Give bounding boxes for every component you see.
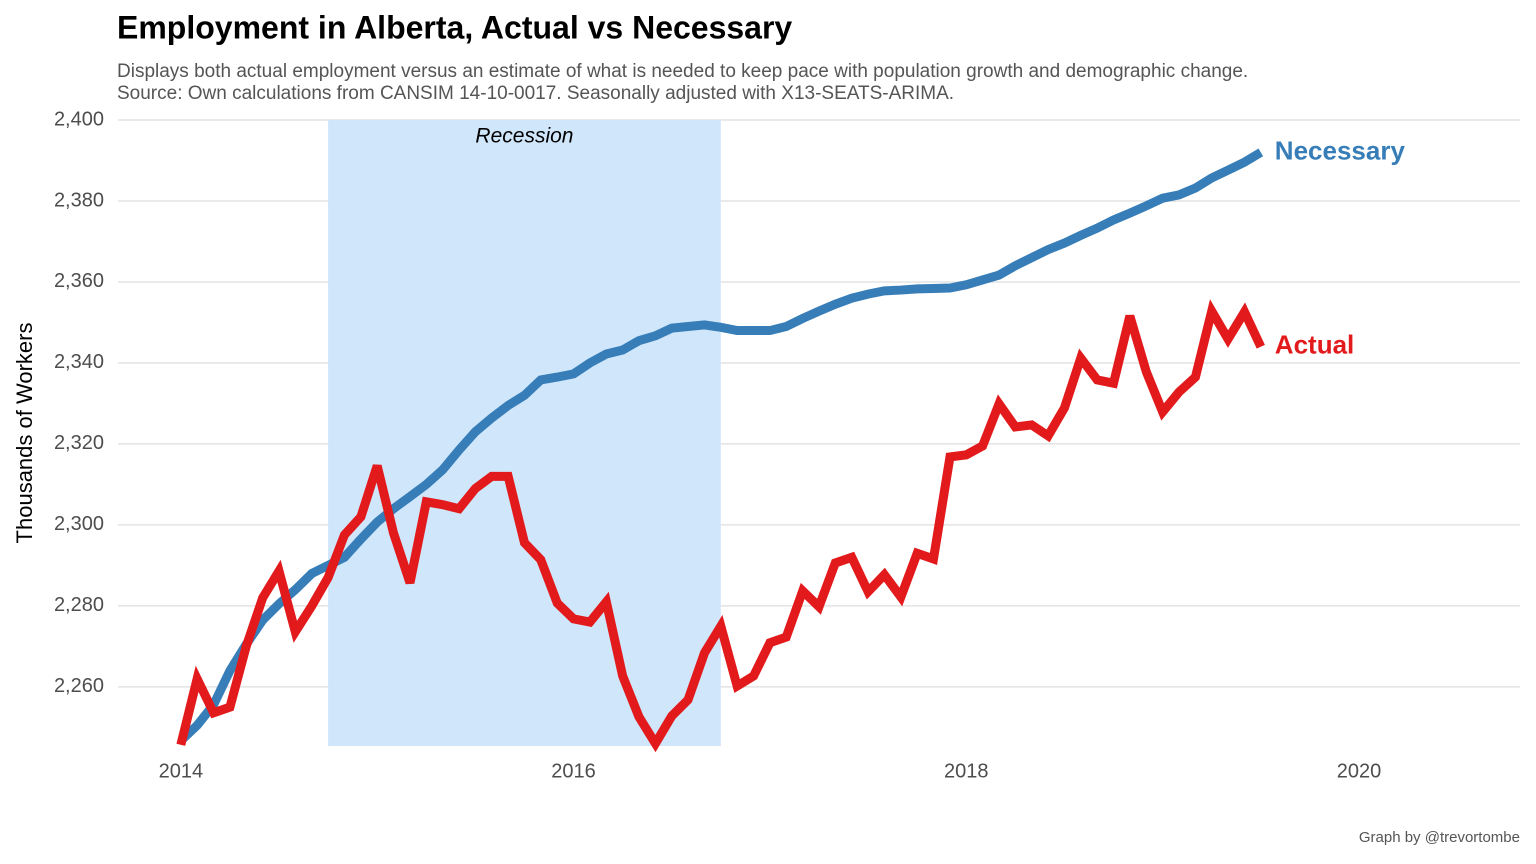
y-tick-label: 2,260	[54, 675, 104, 697]
recession-shade	[328, 120, 721, 746]
x-tick-label: 2020	[1337, 760, 1382, 782]
y-tick-label: 2,280	[54, 594, 104, 616]
x-tick-label: 2014	[159, 760, 204, 782]
recession-label: Recession	[475, 125, 573, 148]
series-line	[176, 299, 1265, 753]
series-label: Actual	[1275, 330, 1354, 360]
series-line	[177, 148, 1264, 745]
chart-title: Employment in Alberta, Actual vs Necessa…	[117, 9, 792, 45]
y-tick-label: 2,340	[54, 351, 104, 373]
subtitle: Displays both actual employment versus a…	[117, 61, 1248, 82]
caption: Graph by @trevortombe	[1359, 829, 1520, 846]
y-tick-label: 2,380	[54, 189, 104, 211]
y-axis-label: Thousands of Workers	[12, 323, 37, 544]
series-label: Necessary	[1275, 135, 1406, 165]
x-tick-label: 2018	[944, 760, 989, 782]
x-tick-label: 2016	[551, 760, 596, 782]
y-tick-label: 2,360	[54, 270, 104, 292]
y-tick-label: 2,320	[54, 432, 104, 454]
y-tick-label: 2,400	[54, 108, 104, 130]
subtitle: Source: Own calculations from CANSIM 14-…	[117, 83, 954, 104]
y-tick-label: 2,300	[54, 513, 104, 535]
